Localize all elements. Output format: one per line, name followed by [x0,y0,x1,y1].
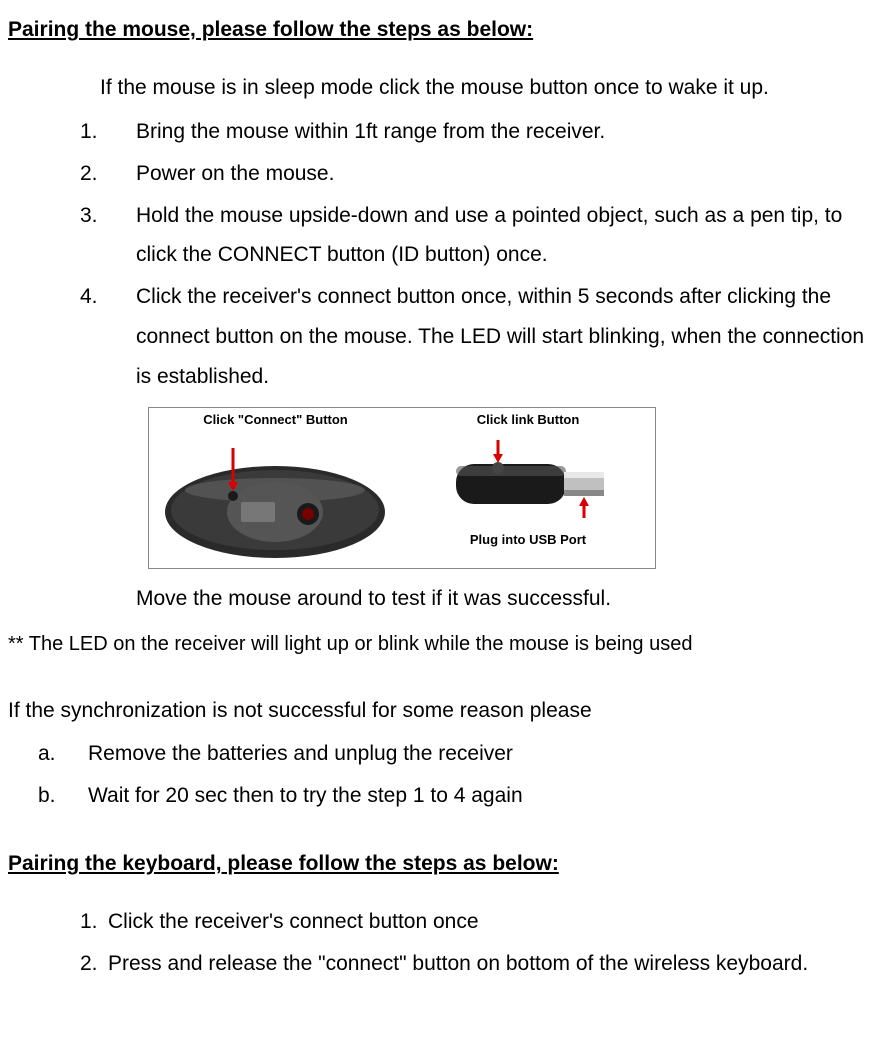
step-text: Click the receiver's connect button once… [136,277,865,397]
keyboard-steps-list: 1. Click the receiver's connect button o… [80,902,865,984]
intro-text: If the mouse is in sleep mode click the … [100,68,865,108]
step-4: 4. Click the receiver's connect button o… [80,277,865,397]
troubleshoot-list: a. Remove the batteries and unplug the r… [38,734,865,816]
usb-plug-label: Plug into USB Port [470,532,586,548]
kb-step-2: 2. Press and release the "connect" butto… [80,944,865,984]
pairing-mouse-heading: Pairing the mouse, please follow the ste… [8,10,865,50]
troubleshoot-b: b. Wait for 20 sec then to try the step … [38,776,865,816]
step-text: Hold the mouse upside-down and use a poi… [136,196,865,276]
step-marker: 1. [80,112,136,152]
alpha-text: Remove the batteries and unplug the rece… [88,734,513,774]
alpha-marker: a. [38,734,88,774]
pairing-keyboard-heading: Pairing the keyboard, please follow the … [8,844,865,884]
kb-marker: 1. [80,902,108,942]
alpha-text: Wait for 20 sec then to try the step 1 t… [88,776,523,816]
test-instruction: Move the mouse around to test if it was … [136,579,865,619]
troubleshoot-a: a. Remove the batteries and unplug the r… [38,734,865,774]
mouse-steps-list: 1. Bring the mouse within 1ft range from… [80,112,865,397]
sync-fail-intro: If the synchronization is not successful… [8,691,865,731]
step-marker: 3. [80,196,136,276]
kb-step-1: 1. Click the receiver's connect button o… [80,902,865,942]
pairing-diagram: Click "Connect" Button [148,407,656,569]
mouse-connect-label: Click "Connect" Button [203,412,348,428]
usb-receiver-icon [438,434,618,524]
mouse-bottom-icon [153,434,398,564]
usb-diagram-column: Click link Button Plug into USB Port [438,412,618,547]
usb-link-label: Click link Button [477,412,580,428]
step-marker: 4. [80,277,136,397]
step-1: 1. Bring the mouse within 1ft range from… [80,112,865,152]
kb-marker: 2. [80,944,108,984]
kb-text: Click the receiver's connect button once [108,902,865,942]
led-note: ** The LED on the receiver will light up… [8,625,865,663]
mouse-diagram-column: Click "Connect" Button [153,412,398,564]
step-marker: 2. [80,154,136,194]
step-text: Bring the mouse within 1ft range from th… [136,112,865,152]
step-2: 2. Power on the mouse. [80,154,865,194]
kb-text: Press and release the "connect" button o… [108,944,865,984]
step-3: 3. Hold the mouse upside-down and use a … [80,196,865,276]
alpha-marker: b. [38,776,88,816]
step-text: Power on the mouse. [136,154,865,194]
